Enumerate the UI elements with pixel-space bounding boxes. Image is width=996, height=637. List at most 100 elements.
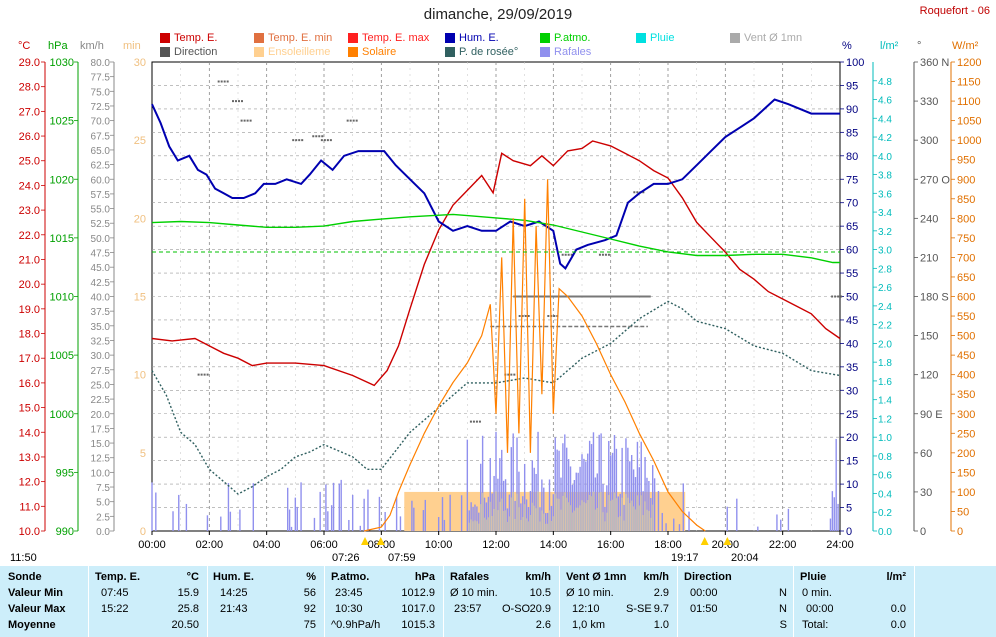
y-tick-temp: 21.0 <box>19 254 40 266</box>
sunset-a: 19:17 <box>671 552 699 564</box>
y-tick-wind: 37.5 <box>91 307 111 318</box>
y-tick-rain: 1.6 <box>878 377 892 388</box>
y-tick-solar: 850 <box>957 194 975 206</box>
legend-label: Temp. E. min <box>268 32 333 44</box>
sunshine-bar <box>404 491 686 531</box>
stats-temp: Temp. E. °C 07:45 15.9 15:22 25.8 20.50 <box>95 571 199 631</box>
y-tick-rain: 3.4 <box>878 208 892 219</box>
legend-swatch <box>348 33 358 43</box>
y-tick-wind: 17.5 <box>91 424 111 435</box>
legend-swatch <box>445 33 455 43</box>
y-tick-solar: 900 <box>957 174 975 186</box>
stats-patmo: P.atmo. hPa 23:45 1012.9 10:30 1017.0 ^0… <box>331 571 435 631</box>
y-tick-humidity: 80 <box>846 151 858 163</box>
y-tick-humidity: 75 <box>846 174 858 186</box>
y-tick-solar: 700 <box>957 252 975 264</box>
legend-label: Direction <box>174 46 218 58</box>
y-tick-solar: 100 <box>957 487 975 499</box>
sunset-b: 20:04 <box>731 552 759 564</box>
y-tick-pressure: 1025 <box>50 116 74 128</box>
y-tick-temp: 19.0 <box>19 304 40 316</box>
legend-label: Hum. E. <box>459 32 499 44</box>
legend-label: P.atmo. <box>554 32 591 44</box>
stats-panel: Sonde Valeur Min Valeur Max Moyenne Temp… <box>0 566 996 637</box>
y-tick-solar: 1000 <box>957 135 981 147</box>
y-tick-temp: 28.0 <box>19 82 40 94</box>
y-tick-humidity: 35 <box>846 362 858 374</box>
y-tick-wind: 5.0 <box>96 498 110 509</box>
y-tick-temp: 14.0 <box>19 427 40 439</box>
y-tick-rain: 1.0 <box>878 433 892 444</box>
legend-swatch <box>636 33 646 43</box>
y-tick-humidity: 65 <box>846 221 858 233</box>
y-tick-wind: 50.0 <box>91 234 111 245</box>
y-tick-direction: 270 O <box>920 174 950 186</box>
y-tick-temp: 17.0 <box>19 353 40 365</box>
y-tick-rain: 3.2 <box>878 227 892 238</box>
y-tick-wind: 80.0 <box>91 58 111 69</box>
y-tick-temp: 12.0 <box>19 477 40 489</box>
y-tick-pressure: 1030 <box>50 57 74 69</box>
legend-swatch <box>445 47 455 57</box>
y-tick-direction: 150 <box>920 331 938 343</box>
unit-pct: % <box>842 40 852 52</box>
x-tick-label: 24:00 <box>826 539 854 551</box>
unit-hpa: hPa <box>48 40 68 52</box>
y-tick-rain: 4.2 <box>878 133 892 144</box>
y-tick-direction: 240 <box>920 213 938 225</box>
stats-direction: Direction 00:00 N 01:50 N S <box>684 571 787 631</box>
y-tick-wind: 42.5 <box>91 278 111 289</box>
y-tick-wind: 12.5 <box>91 454 111 465</box>
y-tick-sun: 20 <box>134 213 146 225</box>
legend-swatch <box>254 33 264 43</box>
y-tick-wind: 62.5 <box>91 161 111 172</box>
y-tick-temp: 29.0 <box>19 57 40 69</box>
y-tick-solar: 400 <box>957 370 975 382</box>
y-tick-solar: 0 <box>957 526 963 538</box>
y-tick-direction: 330 <box>920 96 938 108</box>
y-tick-pressure: 1005 <box>50 350 74 362</box>
legend-swatch <box>160 33 170 43</box>
y-tick-direction: 90 E <box>920 409 943 421</box>
y-tick-direction: 120 <box>920 370 938 382</box>
legend-item: Vent Ø 1mn <box>730 32 802 44</box>
y-tick-sun: 30 <box>134 57 146 69</box>
y-tick-wind: 35.0 <box>91 322 111 333</box>
y-tick-wind: 40.0 <box>91 293 111 304</box>
y-tick-wind: 32.5 <box>91 336 111 347</box>
y-tick-sun: 10 <box>134 370 146 382</box>
y-tick-solar: 750 <box>957 233 975 245</box>
x-tick-label: 16:00 <box>597 539 625 551</box>
unit-kmh: km/h <box>80 40 104 52</box>
y-tick-solar: 50 <box>957 506 969 518</box>
y-tick-wind: 20.0 <box>91 410 111 421</box>
legend-item: Hum. E. <box>445 32 499 44</box>
y-tick-temp: 18.0 <box>19 329 40 341</box>
y-tick-rain: 1.2 <box>878 414 892 425</box>
chart-title: dimanche, 29/09/2019 <box>423 6 573 23</box>
legend-item: P.atmo. <box>540 32 591 44</box>
y-tick-wind: 70.0 <box>91 117 111 128</box>
y-tick-humidity: 70 <box>846 198 858 210</box>
sun-marker <box>700 537 709 545</box>
y-tick-wind: 75.0 <box>91 87 111 98</box>
y-tick-temp: 27.0 <box>19 106 40 118</box>
y-tick-wind: 77.5 <box>91 73 111 84</box>
x-tick-label: 22:00 <box>769 539 797 551</box>
y-tick-wind: 0.0 <box>96 527 110 538</box>
legend-item: Temp. E. min <box>254 32 332 44</box>
y-tick-humidity: 40 <box>846 338 858 350</box>
legend-swatch <box>348 47 358 57</box>
y-tick-rain: 0.4 <box>878 489 892 500</box>
sun-marker <box>360 537 369 545</box>
y-tick-solar: 500 <box>957 331 975 343</box>
y-tick-pressure: 995 <box>56 467 74 479</box>
sunrise-b: 07:59 <box>388 552 416 564</box>
legend-swatch <box>254 47 264 57</box>
y-tick-direction: 0 <box>920 526 926 538</box>
legend-item: Temp. E. <box>160 32 217 44</box>
y-tick-temp: 25.0 <box>19 156 40 168</box>
y-tick-solar: 250 <box>957 428 975 440</box>
y-tick-wind: 57.5 <box>91 190 111 201</box>
y-tick-wind: 22.5 <box>91 395 111 406</box>
